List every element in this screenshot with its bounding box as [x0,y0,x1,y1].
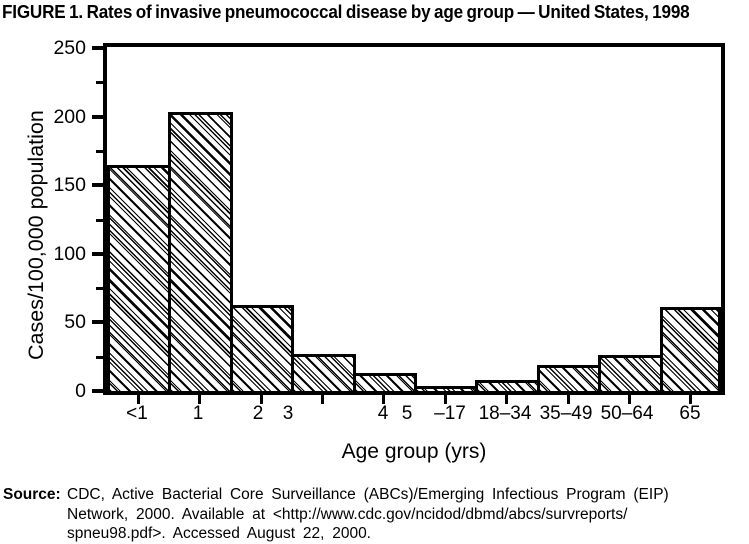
x-tick [321,395,324,404]
bar-18–34 [475,380,540,391]
plot-inner [107,47,721,391]
source-line: Network, 2000. Available at <http://www.… [67,505,628,523]
bar-4 [353,373,417,391]
y-minor-tick [96,150,103,153]
x-tick-label: 35–49 [539,403,593,424]
y-minor-tick [96,219,103,222]
y-tick-label: 150 [53,174,86,196]
source-lines: CDC, Active Bacterial Core Surveillance … [67,485,748,544]
y-tick [92,252,103,256]
x-tick-label: 4 [377,403,389,424]
y-tick-label: 200 [53,106,86,128]
y-tick-label: 50 [64,311,86,333]
x-tick [382,395,385,404]
source-line: CDC, Active Bacterial Core Surveillance … [67,486,669,503]
x-tick [567,395,570,404]
x-tick-label: <1 [126,403,148,424]
x-tick [260,395,263,404]
bar-65 [660,307,721,391]
y-minor-tick [96,356,103,359]
x-tick [444,395,447,404]
source-line: spneu98.pdf>. Accessed August 22, 2000. [67,525,371,542]
x-tick-label: 5 [401,403,413,424]
y-tick [92,46,103,50]
y-minor-tick [96,287,103,290]
source-label: Source: [3,486,61,503]
source-note: Source: CDC, Active Bacterial Core Surve… [3,485,748,544]
x-tick [505,395,508,404]
bar-2 [230,305,294,391]
y-minor-tick [96,81,103,84]
bar-35–49 [537,365,601,391]
bar-3 [291,354,356,391]
plot-area [103,43,725,395]
x-tick-label: 3 [282,403,294,424]
x-tick [198,395,201,404]
x-tick [628,395,631,404]
figure-title: FIGURE 1. Rates of invasive pneumococcal… [2,2,690,22]
x-tick [137,395,140,404]
x-tick-label: –17 [434,403,466,424]
y-tick-label: 250 [53,37,86,59]
y-tick [92,183,103,187]
bar-50–64 [598,355,663,391]
y-tick [92,115,103,119]
x-tick-label: 65 [679,403,701,424]
y-tick [92,389,103,393]
x-tick-label: 18–34 [478,403,532,424]
bar-5–17 [414,386,478,391]
bar-<1 [107,165,171,391]
y-tick-label: 0 [75,380,86,402]
bar-1 [168,112,233,391]
x-axis-title: Age group (yrs) [341,440,487,463]
x-tick-label: 2 [252,403,264,424]
x-tick-label: 50–64 [600,403,654,424]
y-tick [92,320,103,324]
y-tick-label: 100 [53,243,86,265]
x-tick [689,395,692,404]
x-tick-label: 1 [192,403,204,424]
